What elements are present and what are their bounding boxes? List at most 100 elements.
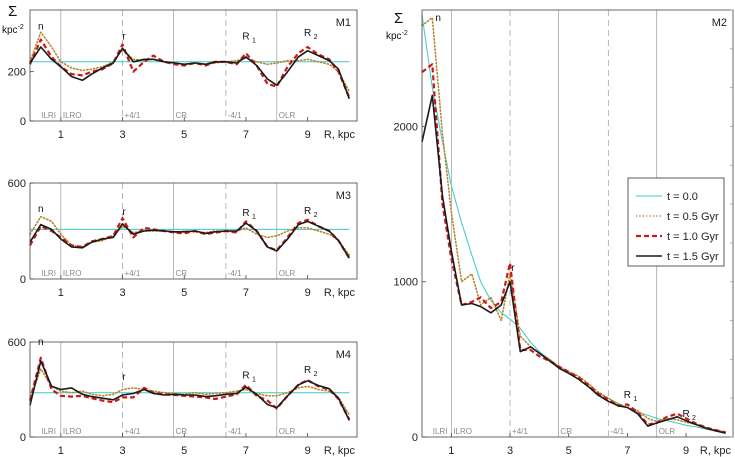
x-axis-label: R, kpc	[324, 129, 356, 141]
resonance-label: ILRI	[433, 427, 448, 436]
y-tick-label: 200	[8, 67, 26, 79]
resonance-label: ILRO	[63, 269, 82, 278]
panel-title: M4	[336, 349, 351, 361]
panel-m4: 0 600 1 3 5 7 9 R, kpc ILRI ILRO +4/1 CR -4/1 OLR M4 n r…	[8, 337, 358, 457]
resonance-label: ILRI	[41, 269, 56, 278]
x-tick-label: 5	[566, 445, 572, 457]
peak-subscript: 2	[314, 371, 318, 378]
resonance-label: OLR	[279, 427, 296, 436]
resonance-label: ILRO	[63, 111, 82, 120]
series-line-3	[421, 94, 726, 434]
resonance-label: ILRI	[41, 427, 56, 436]
panel-m2: 0 1000 2000 1 3 5 7 9 R, kpc ILRI ILRO +4/1 CR -4/1 OL…	[394, 9, 734, 457]
axes-frame	[29, 341, 358, 438]
resonance-label: -4/1	[228, 427, 242, 436]
legend-label-0: t = 0.0	[667, 191, 698, 203]
x-axis-label: R, kpc	[324, 287, 356, 299]
x-tick-label: 7	[243, 129, 249, 141]
axes-frame	[421, 9, 734, 438]
peak-subscript: 1	[252, 214, 256, 221]
resonance-label: CR	[175, 269, 187, 278]
resonance-label: ILRO	[453, 427, 472, 436]
sigma-symbol-left: Σ	[8, 3, 17, 20]
peak-label: R	[624, 390, 631, 401]
resonance-label: CR	[560, 427, 572, 436]
shared-y-label-left: Σ kpc-2	[2, 3, 24, 36]
x-tick-label: 3	[119, 287, 125, 299]
x-tick-label: 5	[181, 445, 187, 457]
panel-m1: 0 200 1 3 5 7 9 R, kpc ILRI ILRO +4/1 CR -4/1 OLR M1 n r…	[8, 9, 358, 141]
x-axis-label: R, kpc	[700, 445, 732, 457]
peak-subscript: 2	[314, 212, 318, 219]
y-unit-left: kpc-2	[2, 24, 24, 36]
panel-title: M3	[336, 190, 351, 202]
x-axis-label: R, kpc	[324, 445, 356, 457]
x-tick-label: 1	[448, 445, 454, 457]
series-line-2	[421, 63, 726, 434]
y-tick-label: 600	[8, 337, 26, 349]
y-unit-right: kpc-2	[386, 30, 408, 42]
peak-subscript: 2	[692, 415, 696, 422]
peak-label: n	[38, 22, 44, 33]
series-line-3	[29, 220, 350, 259]
x-tick-label: 1	[58, 129, 64, 141]
legend-box	[627, 177, 725, 267]
axes-frame	[29, 182, 358, 280]
peak-subscript: 1	[252, 376, 256, 383]
x-tick-label: 7	[243, 445, 249, 457]
peak-label: n	[38, 204, 44, 215]
x-tick-label: 7	[624, 445, 630, 457]
peak-subscript: 1	[633, 396, 637, 403]
peak-label: r	[122, 207, 126, 218]
x-tick-label: 7	[243, 287, 249, 299]
x-tick-label: 9	[683, 445, 689, 457]
resonance-label: OLR	[279, 269, 296, 278]
resonance-label: +4/1	[125, 269, 141, 278]
peak-label: r	[122, 32, 126, 43]
peak-label: r	[511, 263, 515, 274]
resonance-label: -4/1	[228, 269, 242, 278]
x-tick-label: 3	[119, 445, 125, 457]
x-tick-label: 3	[507, 445, 513, 457]
y-tick-label: 1000	[394, 277, 418, 289]
sigma-symbol-right: Σ	[394, 10, 403, 27]
panel-title: M1	[336, 17, 351, 29]
resonance-label: -4/1	[610, 427, 624, 436]
legend-label-1: t = 0.5 Gyr	[667, 211, 719, 223]
x-tick-label: 3	[119, 129, 125, 141]
axes-frame	[29, 9, 358, 122]
x-tick-label: 1	[58, 445, 64, 457]
peak-label: R	[242, 370, 249, 381]
peak-label: R	[242, 32, 249, 43]
peak-label: R	[304, 28, 311, 39]
resonance-label: CR	[175, 111, 187, 120]
resonance-label: +4/1	[512, 427, 528, 436]
peak-label: r	[122, 372, 126, 383]
legend-label-3: t = 1.5 Gyr	[667, 251, 719, 263]
series-line-2	[28, 356, 351, 421]
y-tick-label: 0	[20, 432, 26, 444]
y-tick-label: 600	[8, 178, 26, 190]
legend: t = 0.0 t = 0.5 Gyr t = 1.0 Gyr t = 1.5 Gyr	[627, 177, 725, 267]
x-tick-label: 9	[305, 445, 311, 457]
peak-label: n	[435, 13, 441, 24]
resonance-label: OLR	[659, 427, 676, 436]
series-line-3	[29, 46, 351, 100]
peak-label: R	[682, 409, 689, 420]
x-tick-label: 5	[181, 287, 187, 299]
resonance-label: CR	[175, 427, 187, 436]
x-tick-label: 9	[305, 129, 311, 141]
resonance-label: -4/1	[228, 111, 242, 120]
shared-y-label-right: Σ kpc-2	[386, 10, 408, 42]
panel-title: M2	[712, 17, 727, 29]
peak-subscript: 1	[252, 38, 256, 45]
peak-subscript: 2	[314, 34, 318, 41]
peak-label: R	[304, 206, 311, 217]
resonance-label: OLR	[279, 111, 296, 120]
x-tick-label: 5	[181, 129, 187, 141]
series-line-1	[29, 368, 351, 416]
resonance-label: +4/1	[125, 427, 141, 436]
panel-m3: 0 600 1 3 5 7 9 R, kpc ILRI ILRO +4/1 CR -4/1 OLR M3 n r…	[8, 178, 358, 299]
resonance-label: +4/1	[125, 111, 141, 120]
